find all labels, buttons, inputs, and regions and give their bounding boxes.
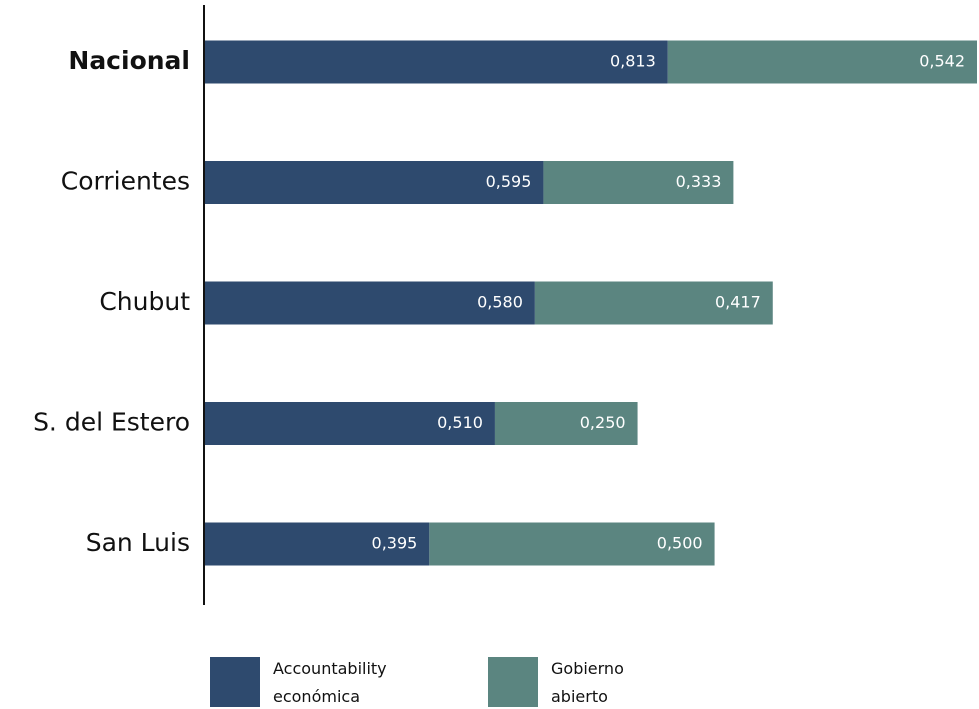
category-label: San Luis: [86, 528, 190, 557]
bar-segment: [204, 281, 535, 325]
bar-segment: [543, 161, 734, 204]
category-label: Corrientes: [61, 167, 190, 196]
bar-segment: [204, 40, 668, 84]
bar-segment: [534, 281, 773, 325]
category-label: Nacional: [68, 46, 190, 75]
value-label: 0,580: [477, 293, 523, 312]
value-label: 0,417: [715, 293, 761, 312]
bar-segment: [204, 522, 430, 566]
value-label: 0,250: [580, 413, 626, 432]
value-label: 0,813: [610, 52, 656, 71]
legend-item: Accountability económica: [210, 655, 438, 709]
value-label: 0,500: [657, 534, 703, 553]
value-label: 0,542: [919, 52, 965, 71]
bar-segment: [494, 402, 638, 445]
bar-segment: [667, 40, 977, 84]
plot: Nacional 0,813 0,542 Corrientes 0,595 0,333 Ch…: [33, 5, 977, 605]
legend-swatch: [210, 657, 260, 707]
value-label: 0,510: [437, 413, 483, 432]
legend-label: Gobierno abierto: [551, 659, 624, 706]
value-label: 0,395: [372, 534, 418, 553]
legend-item: Gobierno abierto: [488, 655, 661, 709]
value-label: 0,333: [676, 172, 722, 191]
bar-segment: [429, 522, 715, 566]
value-label: 0,595: [486, 172, 532, 191]
category-label: S. del Estero: [33, 408, 190, 437]
legend-label: Accountability económica: [273, 659, 387, 706]
legend-swatch: [488, 657, 538, 707]
bar-segment: [204, 161, 544, 204]
bar-segment: [204, 402, 495, 445]
category-label: Chubut: [99, 287, 190, 316]
